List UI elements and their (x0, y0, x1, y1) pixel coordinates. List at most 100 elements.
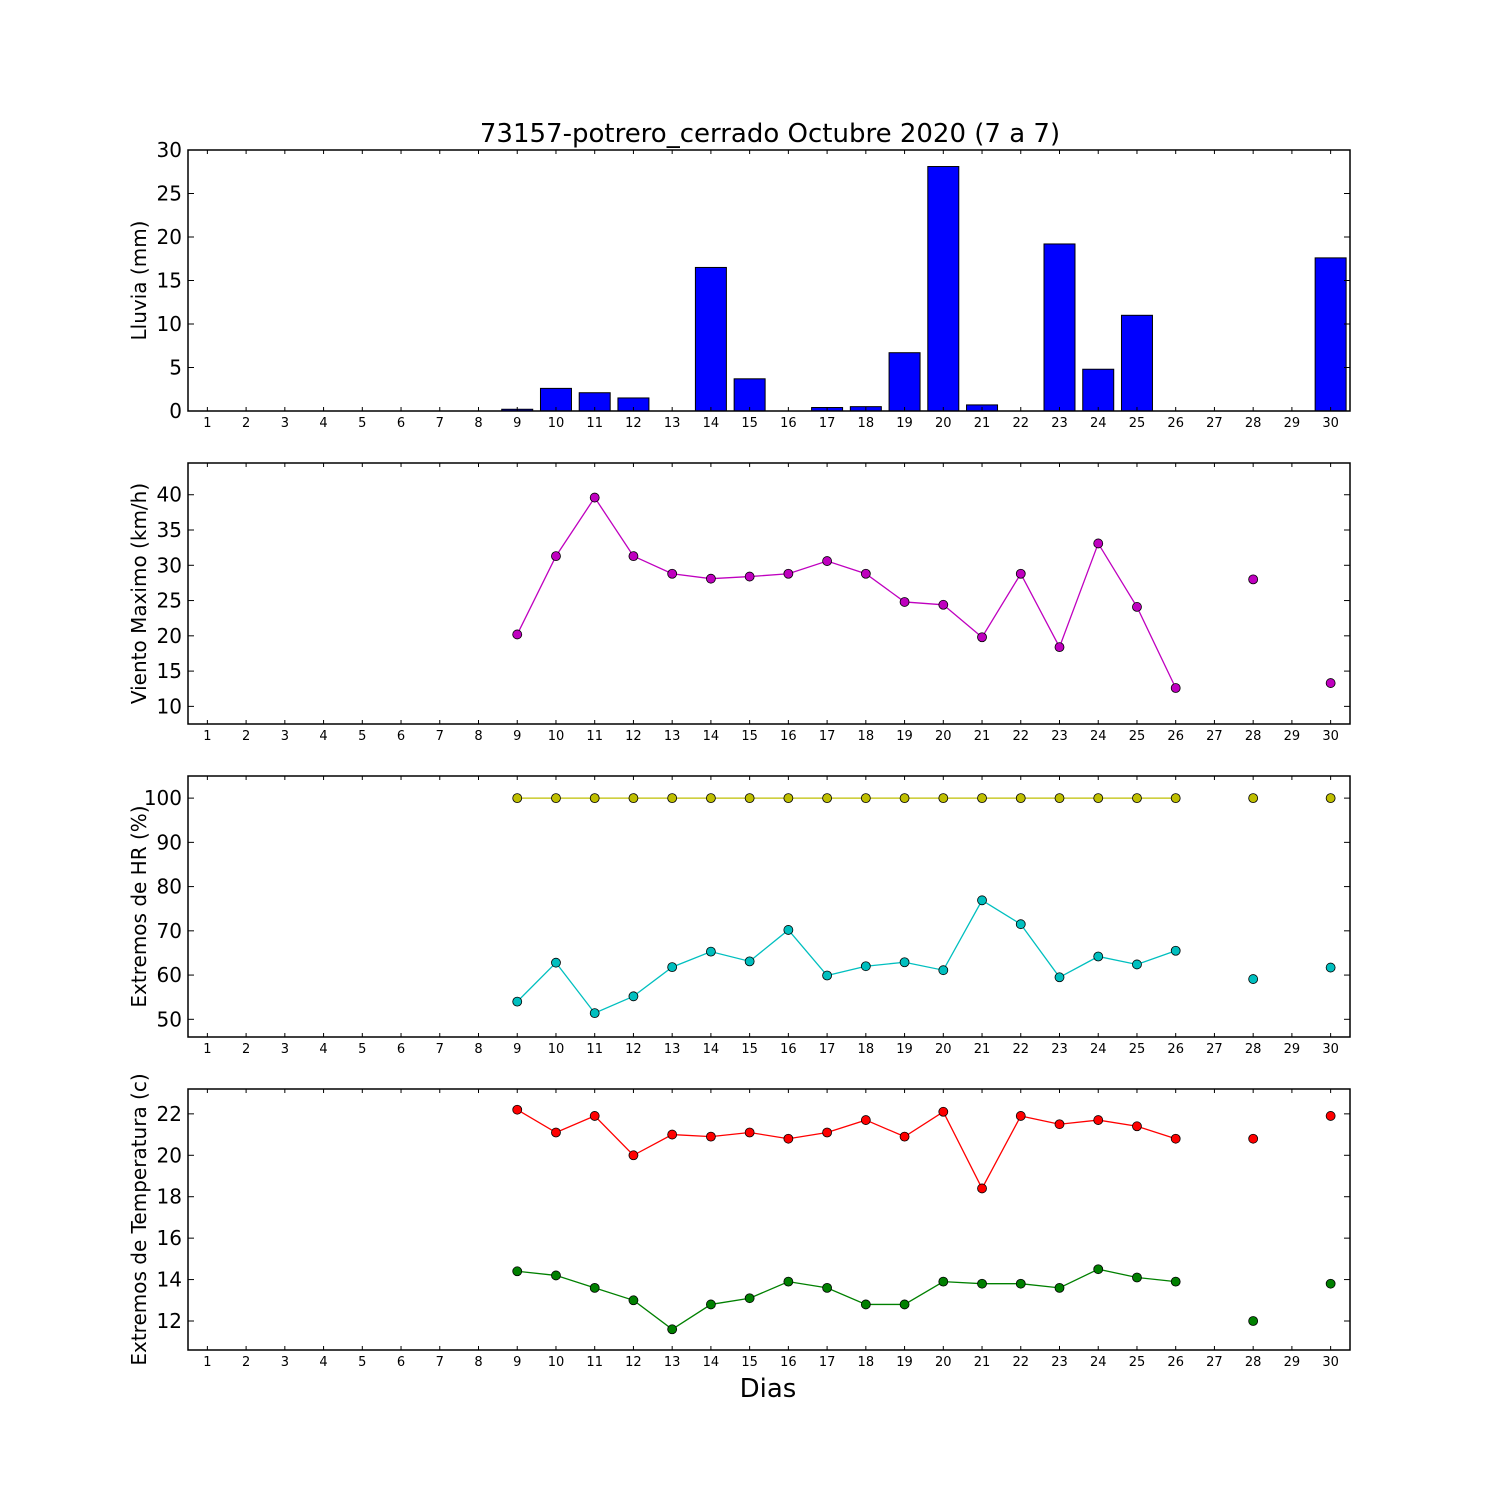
y-axis-label-temperature: Extremos de Temperatura (c) (127, 1073, 151, 1365)
point-temperature-1-day-10 (551, 1270, 561, 1281)
xtick-label: 15 (741, 416, 758, 431)
xtick-label: 1 (203, 416, 211, 431)
xtick-label: 5 (358, 1042, 366, 1057)
xtick-label: 8 (474, 1042, 482, 1057)
xtick-label: 26 (1167, 729, 1184, 744)
point-temperature-1-day-13 (667, 1324, 678, 1335)
point-temperature-1-day-17 (822, 1282, 832, 1293)
xtick-label: 28 (1245, 416, 1262, 431)
xtick-label: 22 (1012, 1355, 1029, 1370)
point-humidity-1-day-19 (899, 957, 910, 968)
xtick-label: 12 (625, 416, 642, 431)
axes-frame-rain (187, 149, 1351, 412)
point-humidity-1-day-25 (1132, 959, 1142, 970)
xtick-label: 23 (1051, 729, 1068, 744)
series-line-temperature-0 (517, 1110, 1330, 1189)
xtick-label: 21 (974, 1355, 991, 1370)
point-wind-0-day-15 (744, 571, 755, 582)
point-humidity-0-day-12 (628, 793, 639, 804)
point-humidity-0-day-25 (1132, 793, 1142, 804)
xtick-label: 24 (1090, 1042, 1107, 1057)
point-humidity-1-day-17 (822, 970, 832, 981)
xtick-label: 22 (1012, 1042, 1029, 1057)
xtick-label: 13 (664, 729, 681, 744)
point-humidity-1-day-20 (938, 965, 949, 976)
xtick-label: 13 (664, 1042, 681, 1057)
point-temperature-0-day-10 (551, 1127, 561, 1138)
xtick-label: 30 (1322, 1355, 1339, 1370)
point-humidity-0-day-16 (783, 793, 794, 804)
xtick-label: 17 (819, 1042, 836, 1057)
point-temperature-1-day-21 (977, 1278, 987, 1289)
series-line-humidity-1 (517, 900, 1330, 1013)
xtick-label: 20 (935, 1355, 952, 1370)
ytick-label: 20 (157, 225, 182, 249)
ytick-label: 15 (157, 269, 182, 293)
ytick-label: 40 (157, 483, 182, 507)
x-axis-label: Dias (740, 1374, 797, 1404)
point-temperature-0-day-17 (822, 1127, 832, 1138)
xtick-label: 27 (1206, 1355, 1223, 1370)
point-temperature-1-day-23 (1054, 1282, 1065, 1293)
ytick-label: 20 (157, 624, 182, 648)
xtick-label: 4 (319, 1355, 327, 1370)
point-wind-0-day-24 (1093, 538, 1104, 549)
ytick-label: 0 (169, 399, 182, 423)
xtick-label: 18 (858, 1355, 875, 1370)
axes-frame-wind (187, 462, 1351, 725)
point-wind-0-day-28 (1248, 574, 1259, 585)
ytick-label: 20 (157, 1143, 182, 1167)
point-humidity-0-day-10 (551, 793, 561, 804)
xtick-label: 5 (358, 1355, 366, 1370)
ytick-label: 25 (157, 589, 182, 613)
xtick-label: 5 (358, 416, 366, 431)
xtick-label: 10 (548, 416, 565, 431)
xtick-label: 18 (858, 416, 875, 431)
point-humidity-1-day-16 (783, 925, 794, 935)
xtick-label: 6 (397, 416, 405, 431)
point-wind-0-day-10 (551, 551, 561, 562)
xtick-label: 21 (974, 1042, 991, 1057)
xtick-label: 24 (1090, 1355, 1107, 1370)
point-temperature-0-day-24 (1093, 1115, 1104, 1125)
point-temperature-1-day-15 (744, 1293, 755, 1304)
xtick-label: 3 (281, 1355, 289, 1370)
bar-day-20 (927, 166, 960, 412)
xtick-label: 12 (625, 1355, 642, 1370)
point-humidity-1-day-21 (977, 895, 987, 906)
point-temperature-0-day-20 (938, 1106, 949, 1117)
bar-day-25 (1120, 314, 1153, 412)
xtick-label: 28 (1245, 1355, 1262, 1370)
point-humidity-0-day-20 (938, 793, 949, 804)
bar-day-19 (888, 352, 921, 412)
point-wind-0-day-26 (1170, 683, 1181, 693)
point-humidity-1-day-15 (744, 956, 755, 967)
xtick-label: 4 (319, 416, 327, 431)
ytick-label: 70 (157, 919, 182, 943)
xtick-label: 17 (819, 729, 836, 744)
axes-frame-humidity (187, 775, 1351, 1038)
y-axis-label-wind: Viento Maximo (km/h) (127, 483, 151, 704)
point-temperature-0-day-12 (628, 1150, 639, 1161)
ytick-label: 10 (157, 312, 182, 336)
xtick-label: 3 (281, 1042, 289, 1057)
xtick-label: 11 (586, 1042, 603, 1057)
xtick-label: 19 (896, 729, 913, 744)
xtick-label: 15 (741, 1042, 758, 1057)
xtick-label: 26 (1167, 1355, 1184, 1370)
point-wind-0-day-21 (977, 632, 987, 643)
xtick-label: 10 (548, 729, 565, 744)
xtick-label: 21 (974, 729, 991, 744)
xtick-label: 9 (513, 729, 521, 744)
xtick-label: 19 (896, 1042, 913, 1057)
xtick-label: 28 (1245, 1042, 1262, 1057)
point-temperature-0-day-28 (1248, 1133, 1259, 1144)
point-temperature-1-day-19 (899, 1299, 910, 1310)
xtick-label: 18 (858, 1042, 875, 1057)
point-wind-0-day-22 (1015, 568, 1026, 579)
point-temperature-0-day-18 (860, 1115, 871, 1125)
point-humidity-1-day-14 (706, 946, 716, 957)
